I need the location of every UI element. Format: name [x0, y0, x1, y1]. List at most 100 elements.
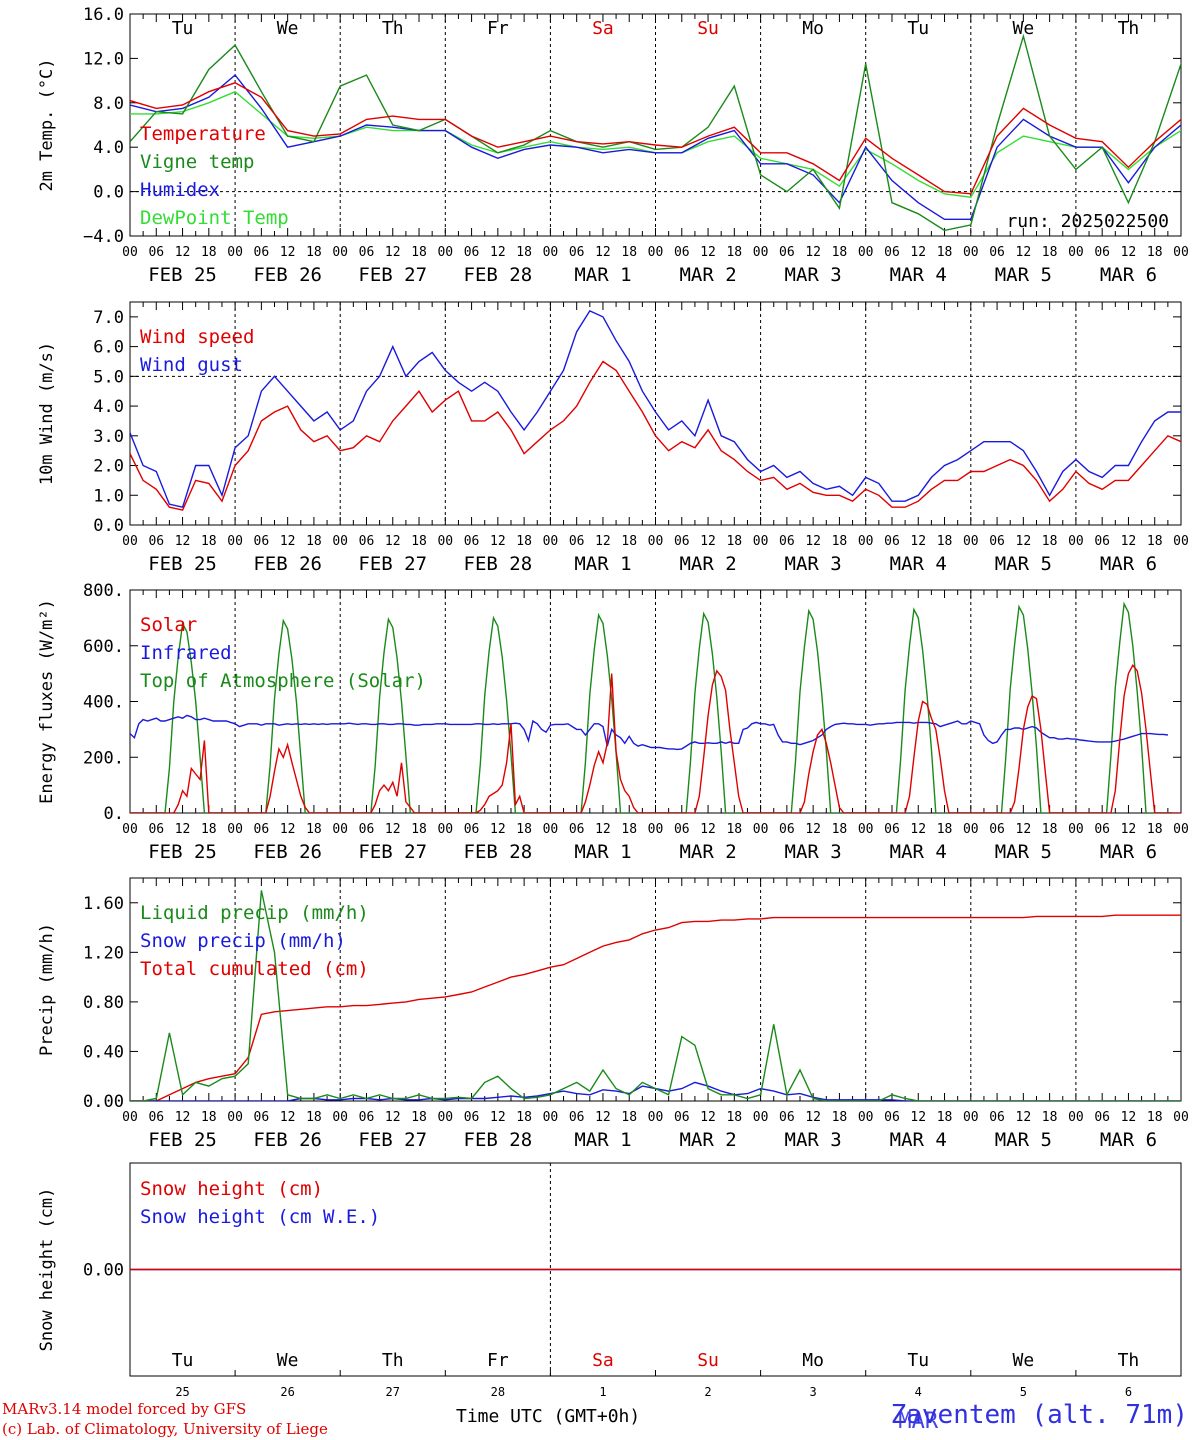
- hour-tick-label: 00: [332, 1110, 348, 1125]
- date-label: FEB 26: [253, 1129, 322, 1151]
- hour-tick-label: 06: [359, 245, 375, 260]
- hour-tick-label: 00: [858, 822, 874, 837]
- hour-tick-label: 00: [1173, 245, 1189, 260]
- hour-tick-label: 12: [280, 534, 296, 549]
- hour-tick-label: 12: [805, 1110, 821, 1125]
- hour-tick-label: 06: [989, 822, 1005, 837]
- series-line-0: [130, 360, 1181, 511]
- date-label: MAR 6: [1100, 553, 1157, 575]
- hour-tick-label: 06: [569, 534, 585, 549]
- hour-tick-label: 12: [700, 1110, 716, 1125]
- date-label: FEB 27: [358, 841, 427, 863]
- hour-tick-label: 00: [122, 1110, 138, 1125]
- hour-tick-label: 06: [464, 245, 480, 260]
- weekday-label: Tu: [907, 1350, 929, 1371]
- day-number-label: 3: [810, 1385, 817, 1399]
- hour-tick-label: 18: [621, 822, 637, 837]
- day-number-label: 6: [1125, 1385, 1132, 1399]
- day-number-label: 26: [280, 1385, 294, 1399]
- weekday-label: Fr: [487, 1350, 509, 1371]
- date-label: MAR 1: [574, 553, 631, 575]
- hour-tick-label: 18: [832, 1110, 848, 1125]
- date-label: FEB 25: [148, 841, 217, 863]
- hour-tick-label: 06: [1094, 245, 1110, 260]
- hour-tick-label: 18: [516, 245, 532, 260]
- hour-tick-label: 06: [884, 1110, 900, 1125]
- date-label: FEB 26: [253, 553, 322, 575]
- hour-tick-label: 18: [832, 245, 848, 260]
- hour-tick-label: 00: [437, 534, 453, 549]
- weekday-label: Su: [697, 1350, 719, 1371]
- hour-tick-label: 18: [1042, 822, 1058, 837]
- temperature-panel: −4.0 0.0 4.0 8.0 12.0 16.0 2m Temp. (°C) Tu We Th…: [37, 5, 1189, 286]
- weekday-label: We: [1013, 18, 1035, 39]
- hour-tick-label: 12: [1121, 534, 1137, 549]
- hour-tick-label: 12: [175, 822, 191, 837]
- x-axis-label: Time UTC (GMT+0h): [456, 1406, 641, 1427]
- hour-tick-label: 12: [1016, 1110, 1032, 1125]
- series-line-3: [130, 90, 1181, 198]
- hour-tick-label: 18: [1147, 822, 1163, 837]
- series-line-2: [130, 74, 1181, 221]
- date-label: MAR 3: [785, 264, 842, 286]
- hour-tick-label: 12: [385, 534, 401, 549]
- y-tick-label: 1.0: [93, 486, 124, 506]
- date-label: MAR 6: [1100, 841, 1157, 863]
- hour-tick-label: 00: [122, 534, 138, 549]
- hour-tick-label: 06: [779, 822, 795, 837]
- hour-tick-label: 06: [254, 822, 270, 837]
- hour-tick-label: 00: [963, 245, 979, 260]
- y-tick-label: 0.00: [83, 1261, 124, 1281]
- hour-tick-label: 06: [884, 245, 900, 260]
- y-tick-label: 1.60: [83, 894, 124, 914]
- date-label: FEB 25: [148, 264, 217, 286]
- legend-entry: Humidex: [140, 179, 220, 201]
- series-line-0: [130, 664, 1181, 813]
- series-line-2: [130, 601, 1173, 813]
- hour-tick-label: 06: [884, 822, 900, 837]
- hour-tick-label: 06: [359, 1110, 375, 1125]
- hour-tick-label: 12: [700, 822, 716, 837]
- y-tick-label: −4.0: [83, 227, 124, 247]
- hour-tick-label: 00: [227, 1110, 243, 1125]
- hour-tick-label: 06: [674, 822, 690, 837]
- date-label: FEB 27: [358, 264, 427, 286]
- hour-tick-label: 00: [1173, 822, 1189, 837]
- hour-tick-label: 18: [1147, 1110, 1163, 1125]
- y-tick-label: 0.00: [83, 1092, 124, 1112]
- series-line-0: [130, 890, 1181, 1101]
- hour-tick-label: 00: [1173, 534, 1189, 549]
- hour-tick-label: 18: [621, 534, 637, 549]
- hour-tick-label: 00: [648, 822, 664, 837]
- hour-tick-label: 00: [858, 1110, 874, 1125]
- date-label: MAR 4: [890, 264, 947, 286]
- hour-tick-label: 06: [674, 245, 690, 260]
- hour-tick-label: 06: [569, 822, 585, 837]
- hour-tick-label: 18: [621, 245, 637, 260]
- hour-tick-label: 00: [543, 1110, 559, 1125]
- hour-tick-label: 18: [726, 1110, 742, 1125]
- hour-tick-label: 12: [1121, 1110, 1137, 1125]
- y-tick-label: 3.0: [93, 427, 124, 447]
- hour-tick-label: 06: [148, 822, 164, 837]
- legend-entry: Liquid precip (mm/h): [140, 902, 369, 924]
- hour-tick-label: 12: [700, 245, 716, 260]
- hour-tick-label: 18: [937, 1110, 953, 1125]
- date-label: MAR 6: [1100, 1129, 1157, 1151]
- legend-entry: Total cumulated (cm): [140, 958, 369, 980]
- hour-tick-label: 06: [779, 1110, 795, 1125]
- legend-entry: Solar: [140, 614, 197, 636]
- hour-tick-label: 00: [648, 245, 664, 260]
- weekday-label: Tu: [172, 1350, 194, 1371]
- hour-tick-label: 00: [227, 534, 243, 549]
- date-label: FEB 28: [464, 1129, 533, 1151]
- y-axis-label: Energy fluxes (W/m²): [37, 599, 57, 804]
- hour-tick-label: 18: [937, 245, 953, 260]
- hour-tick-label: 12: [910, 245, 926, 260]
- station-name: Zaventem (alt. 71m): [890, 1400, 1188, 1430]
- weekday-label: We: [277, 18, 299, 39]
- hour-tick-label: 00: [753, 534, 769, 549]
- legend-entry: Snow precip (mm/h): [140, 930, 346, 952]
- hour-tick-label: 06: [254, 534, 270, 549]
- date-label: MAR 2: [679, 264, 736, 286]
